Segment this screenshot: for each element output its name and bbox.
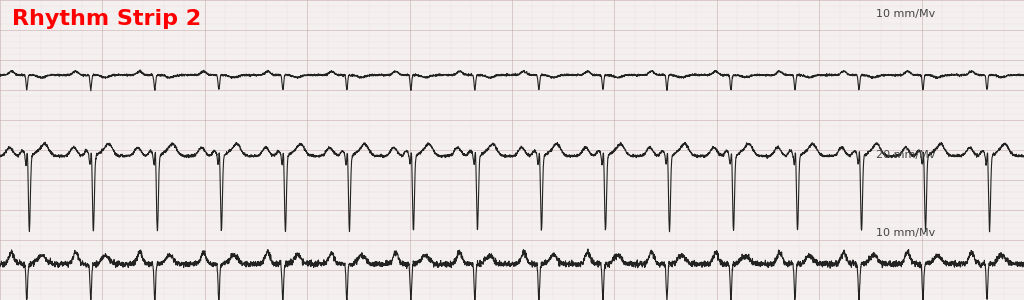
Text: 10 mm/Mv: 10 mm/Mv — [876, 228, 935, 238]
Text: 20 mm/Mv: 20 mm/Mv — [876, 150, 935, 160]
Text: 10 mm/Mv: 10 mm/Mv — [876, 9, 935, 19]
Text: Rhythm Strip 2: Rhythm Strip 2 — [12, 9, 202, 29]
